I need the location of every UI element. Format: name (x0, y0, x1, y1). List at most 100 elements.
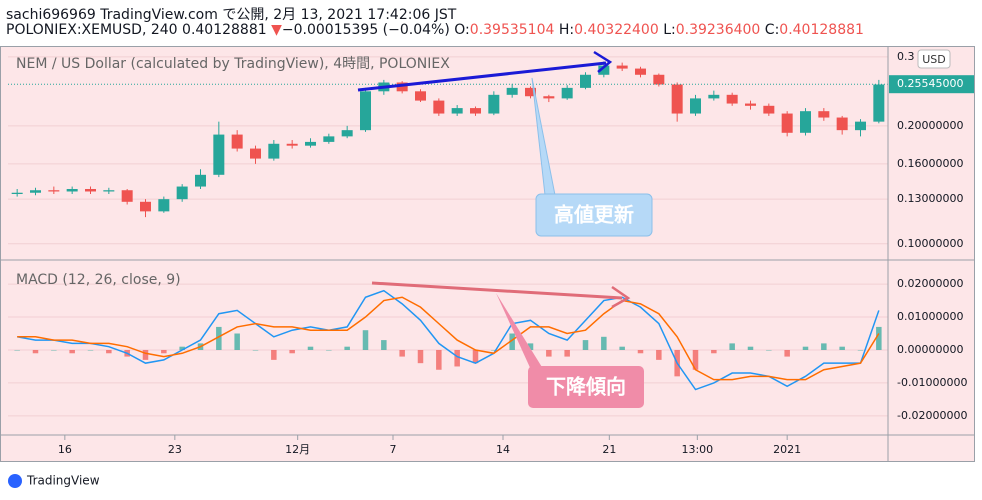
candle-body (305, 141, 316, 146)
header-text: sachi696969 TradingView.com で公開, 2月 13, … (6, 7, 457, 23)
histogram-bar (729, 343, 735, 350)
candle-body (213, 134, 225, 175)
callout (535, 193, 653, 237)
y-tick-label: -0.01000000 (897, 376, 967, 389)
candle-body (286, 143, 298, 146)
candle-body (195, 174, 206, 187)
histogram-bar (362, 330, 369, 350)
symbol: POLONIEX:XEMUSD, 240 0.40128881 (6, 22, 267, 38)
x-tick-label: 21 (602, 443, 616, 456)
frame (0, 46, 975, 462)
candle-body (543, 96, 555, 99)
histogram-bar (564, 349, 570, 357)
brand: TradingView (26, 474, 100, 488)
ohlc-value: 0.39236400 (675, 22, 761, 38)
candle-body (268, 143, 280, 159)
chart-layer: 0.10000000 0.13000000 0.16000000 0.20000000… (8, 50, 975, 456)
x-tick-label: 14 (496, 443, 510, 456)
macd-line (17, 296, 880, 381)
macd-line (17, 289, 880, 391)
y-tick-label: 0.01000000 (897, 310, 963, 323)
candle-body (580, 74, 591, 88)
candle-body (763, 105, 775, 114)
histogram-bar (142, 349, 149, 360)
candle-body (66, 188, 78, 192)
x-tick-label: 13:00 (681, 443, 713, 456)
annotation: 高値更新 (554, 203, 634, 227)
candle-body (561, 87, 573, 99)
candle-body (158, 199, 170, 212)
y-tick-label: 0.3 (897, 50, 915, 63)
candle-body (708, 94, 720, 99)
ohlc-c: C: (764, 22, 780, 38)
arrow-head (593, 50, 613, 73)
histogram-bar (839, 346, 845, 350)
y-tick-label: 0.20000000 (897, 119, 963, 132)
histogram-bar (216, 326, 222, 350)
candle-body (433, 100, 445, 114)
histogram-bar (106, 349, 112, 354)
ohlc-value: 0.39535104 (469, 22, 555, 38)
currency: USD (922, 53, 946, 66)
y-tick-label: 0.02000000 (897, 277, 963, 290)
x-tick-label: 23 (168, 443, 182, 456)
histogram-bar (51, 349, 57, 351)
histogram-bar (436, 349, 442, 370)
histogram-bar (821, 343, 827, 350)
trend-line (371, 281, 623, 300)
histogram-bar (857, 349, 864, 351)
ohlc-value: 0.40128881 (779, 22, 864, 38)
ohlc-o: O: (454, 22, 470, 38)
change: −0.00015395 (−0.04%) (281, 22, 450, 38)
pane-title: NEM / US Dollar (calculated by TradingVi… (16, 56, 450, 72)
candle-body (653, 74, 665, 85)
candle-body (873, 84, 885, 122)
candle-body (103, 190, 115, 192)
candle-body (85, 188, 96, 192)
histogram-bar (472, 349, 479, 364)
histogram-bar (14, 349, 20, 351)
last-price-label: 0.25545000 (897, 77, 963, 90)
logo (8, 474, 22, 488)
trend-line (357, 61, 607, 92)
histogram-bar (271, 349, 277, 360)
callout (528, 366, 644, 408)
histogram-bar (619, 346, 625, 350)
y-tick-label: -0.02000000 (897, 409, 967, 422)
x-tick-label: 12月 (285, 443, 310, 456)
histogram-bar (711, 349, 717, 354)
histogram-bar (454, 349, 460, 367)
y-tick-label: 0.00000000 (897, 343, 963, 356)
candle-body (616, 65, 628, 69)
histogram-bar (582, 340, 589, 350)
currency-badge (917, 49, 951, 69)
histogram-bar (399, 349, 405, 357)
histogram-bar (601, 336, 607, 350)
pane-title: MACD (12, 26, close, 9) (16, 272, 181, 288)
histogram-bar (381, 340, 387, 350)
chart-bg (0, 46, 975, 462)
candle-body (745, 103, 756, 106)
candle-body (726, 94, 738, 104)
ohlc-h: H: (558, 22, 575, 38)
candle-body (506, 87, 518, 95)
candle-body (855, 121, 866, 131)
histogram-bar (161, 349, 167, 354)
histogram-bar (344, 346, 350, 350)
candle-body (451, 108, 463, 114)
candle-body (800, 111, 811, 133)
histogram-bar (784, 349, 790, 357)
candle-body (121, 190, 133, 202)
histogram-bar (876, 326, 882, 350)
x-tick-label: 7 (390, 443, 397, 456)
histogram-bar (326, 349, 332, 351)
ohlc-value: 0.40322400 (574, 22, 659, 38)
histogram-bar (289, 349, 295, 354)
histogram-bar (69, 349, 75, 354)
header-line: sachi696969 TradingView.com で公開, 2月 13, … (6, 4, 456, 24)
candle-body (818, 111, 830, 118)
histogram-bar (637, 349, 644, 354)
y-tick-label: 0.10000000 (897, 237, 963, 250)
